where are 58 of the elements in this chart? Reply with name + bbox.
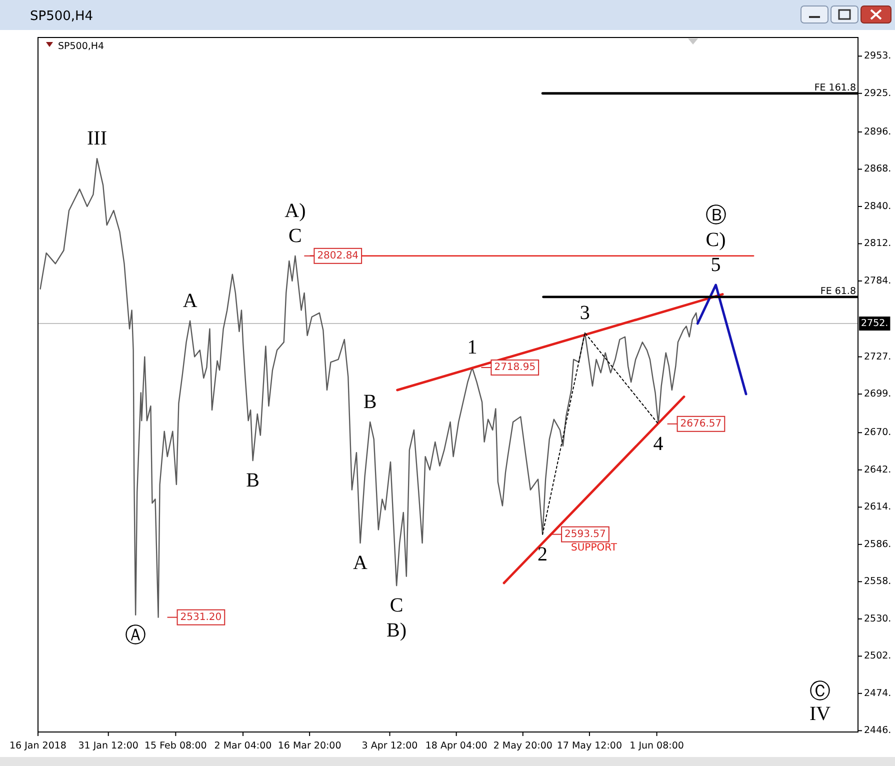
- chart-subtitle: SP500,H4: [58, 41, 104, 52]
- annotation: B: [246, 470, 260, 492]
- y-tick-label: 2840.: [864, 200, 892, 212]
- annotation: III: [87, 128, 107, 150]
- y-tick-label: 2502.: [864, 650, 892, 662]
- annotation: IV: [809, 703, 832, 725]
- annotation: A: [182, 290, 198, 312]
- series-label: SUPPORT: [571, 542, 617, 554]
- y-tick-label: 2614.: [864, 502, 892, 513]
- y-tick-label: 2896.: [864, 126, 892, 138]
- y-tick-label: 2474.: [864, 688, 892, 699]
- x-tick-label: 2 Mar 04:00: [214, 740, 272, 752]
- data-label: 2593.57: [564, 528, 606, 540]
- y-tick-label: 2670.: [864, 427, 892, 438]
- y-tick-label: 2699.: [864, 388, 892, 400]
- data-label: 2531.20: [180, 612, 222, 623]
- x-tick-label: 31 Jan 12:00: [78, 740, 138, 752]
- y-tick-label: 2446.: [864, 725, 892, 736]
- annotation: A): [284, 200, 306, 222]
- annotation: Ⓐ: [125, 622, 146, 647]
- y-tick-label: 2642.: [864, 464, 892, 476]
- annotation: Ⓒ: [810, 679, 830, 703]
- annotation: 4: [653, 432, 664, 455]
- y-tick-label: 2868.: [864, 164, 892, 175]
- data-label: 2676.57: [680, 418, 722, 430]
- y-tick-label: 2953.: [864, 50, 892, 62]
- x-tick-label: 18 Apr 04:00: [425, 740, 488, 752]
- y-tick-label: 2925.: [864, 88, 892, 99]
- y-tick-label: 2558.: [864, 576, 892, 588]
- data-label: 2802.84: [317, 250, 359, 262]
- annotation: C: [288, 224, 302, 247]
- y-tick-label: 2727.: [864, 351, 892, 362]
- y-tick-label: 2530.: [864, 613, 892, 624]
- series-label: FE 61.8: [820, 286, 856, 297]
- x-tick-label: 16 Jan 2018: [10, 740, 66, 752]
- annotation: C: [390, 594, 404, 617]
- data-label: 2718.95: [494, 362, 536, 374]
- annotation: Ⓑ: [705, 202, 726, 227]
- chart-title: SP500,H4: [30, 9, 94, 24]
- y-tick-label: 2784.: [864, 275, 892, 286]
- x-tick-label: 3 Apr 12:00: [362, 740, 418, 752]
- annotation: 3: [580, 302, 590, 324]
- x-tick-label: 15 Feb 08:00: [144, 740, 207, 752]
- x-tick-label: 17 May 12:00: [556, 740, 622, 752]
- annotation: A: [353, 552, 368, 574]
- annotation: 2: [538, 543, 548, 566]
- annotation: C): [706, 228, 726, 251]
- y-tick-label: 2812.: [864, 238, 892, 250]
- x-tick-label: 1 Jun 08:00: [630, 740, 684, 752]
- x-tick-label: 2 May 20:00: [493, 740, 552, 752]
- annotation: B: [363, 391, 377, 414]
- annotation: 5: [710, 254, 721, 276]
- annotation: 1: [467, 336, 478, 359]
- annotation: B): [386, 620, 407, 642]
- series-label: FE 161.8: [814, 82, 856, 94]
- y-tick-label: 2586.: [864, 538, 892, 550]
- x-tick-label: 16 Mar 20:00: [278, 740, 342, 752]
- ref-line-label: 2752.: [861, 318, 888, 330]
